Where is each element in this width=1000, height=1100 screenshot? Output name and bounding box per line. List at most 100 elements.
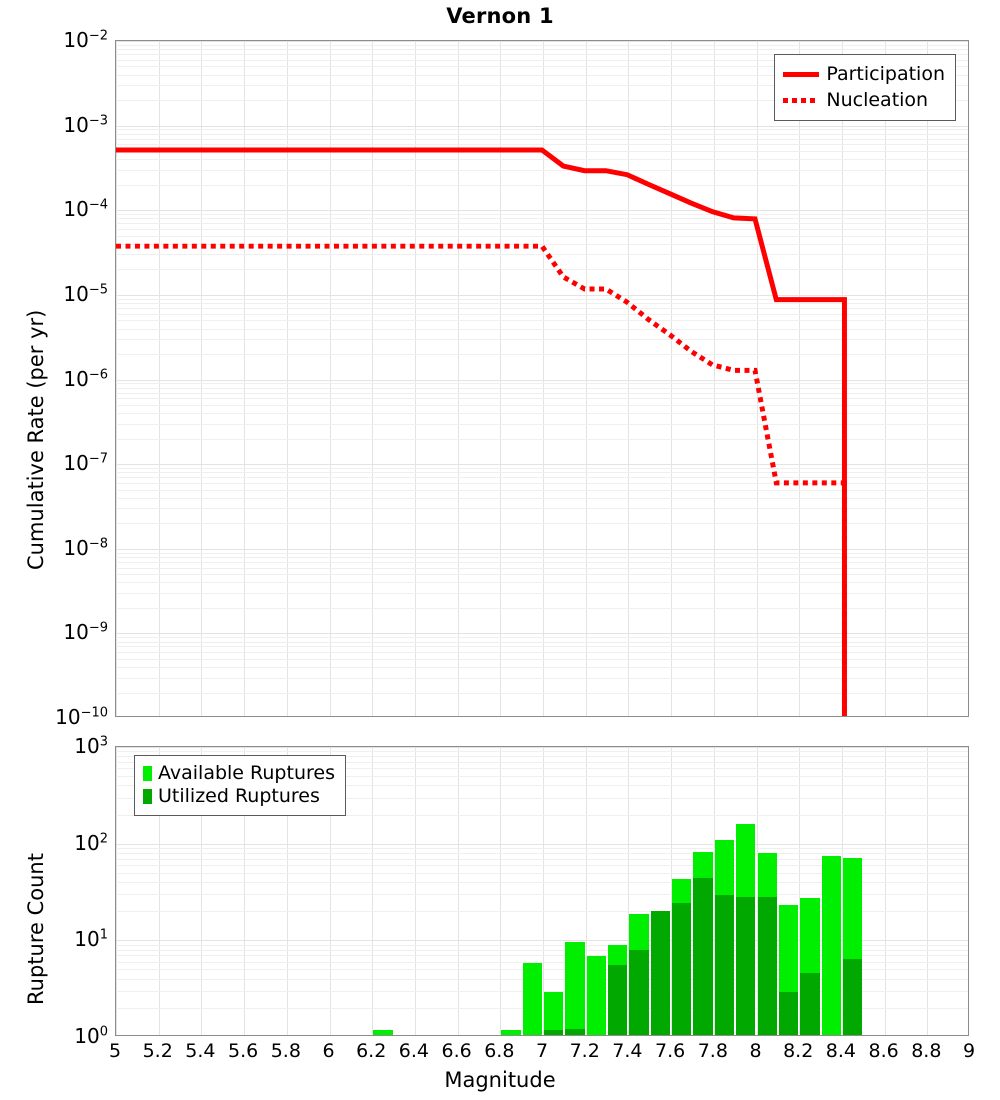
histogram-bar: [736, 747, 756, 1035]
gridline-vertical: [713, 747, 715, 1035]
rupture-count-plot: Available Ruptures Utilized Ruptures: [115, 746, 969, 1036]
gridline-minor: [116, 607, 968, 609]
curve-nucleation: [116, 243, 847, 716]
gridline-minor: [116, 667, 968, 669]
gridline-minor: [116, 574, 968, 576]
gridline-minor: [116, 74, 968, 76]
gridline-minor: [116, 955, 968, 957]
gridline-minor: [116, 894, 968, 896]
gridline-minor: [116, 865, 968, 867]
y-tick-label: 10−7: [63, 451, 108, 476]
bar-segment-utilized: [714, 895, 735, 1035]
gridline-minor: [116, 978, 968, 980]
x-tick-label: 8.2: [783, 1040, 814, 1062]
gridline-minor: [116, 320, 968, 322]
y-tick-label: 100: [74, 1024, 108, 1048]
gridline-major: [116, 41, 968, 42]
gridline-minor: [116, 756, 968, 758]
legend-label-nucleation: Nucleation: [826, 88, 929, 111]
histogram-bar: [373, 747, 393, 1035]
bar-segment-utilized: [757, 896, 777, 1035]
gridline-minor: [116, 489, 968, 491]
gridline-vertical: [286, 41, 288, 716]
gridline-vertical: [372, 747, 374, 1035]
gridline-major: [116, 747, 968, 748]
available-color-swatch-icon: [143, 766, 152, 781]
gridline-minor: [116, 858, 968, 860]
bottom-plot-legend: Available Ruptures Utilized Ruptures: [134, 755, 346, 816]
histogram-bar: [800, 747, 820, 1035]
gridline-minor: [116, 652, 968, 654]
gridline-minor: [116, 944, 968, 946]
y-tick-label: 10−2: [63, 28, 108, 52]
x-axis-title: Magnitude: [444, 1068, 556, 1092]
gridline-minor: [116, 307, 968, 309]
gridline-minor: [116, 768, 968, 770]
gridline-minor: [116, 637, 968, 639]
gridline-vertical: [671, 41, 673, 716]
gridline-vertical: [286, 747, 288, 1035]
gridline-vertical: [158, 747, 160, 1035]
x-tick-label: 7.2: [569, 1040, 600, 1062]
gridline-minor: [116, 552, 968, 554]
bar-segment-utilized: [778, 991, 799, 1035]
gridline-minor: [116, 398, 968, 400]
y-tick-label: 10−3: [63, 112, 108, 137]
gridline-minor: [116, 814, 968, 816]
gridline-vertical: [244, 41, 246, 716]
gridline-minor: [116, 229, 968, 231]
bar-segment-available: [821, 856, 841, 1035]
gridline-vertical: [628, 747, 630, 1035]
gridline-minor: [116, 303, 968, 305]
gridline-vertical: [585, 41, 587, 716]
y-tick-label: 10−6: [63, 366, 108, 391]
x-tick-label: 5.4: [185, 1040, 216, 1062]
gridline-vertical: [201, 747, 203, 1035]
gridline-minor: [116, 392, 968, 394]
bar-segment-available: [586, 956, 607, 1035]
histogram-bar: [522, 747, 542, 1035]
gridline-vertical: [116, 747, 117, 1035]
gridline-minor: [116, 853, 968, 855]
gridline-vertical: [158, 41, 160, 716]
gridline-minor: [116, 776, 968, 778]
gridline-vertical: [884, 747, 886, 1035]
gridline-minor: [116, 133, 968, 135]
x-tick-label: 9: [962, 1040, 976, 1062]
gridline-minor: [116, 313, 968, 315]
x-tick-label: 7.4: [612, 1040, 643, 1062]
bar-segment-utilized: [608, 965, 628, 1035]
gridline-minor: [116, 387, 968, 389]
legend-item-nucleation: Nucleation: [783, 87, 945, 113]
x-tick-label: 8.6: [868, 1040, 899, 1062]
x-tick-label: 6.2: [356, 1040, 387, 1062]
gridline-minor: [116, 949, 968, 951]
x-tick-label: 7.6: [654, 1040, 686, 1062]
gridline-minor: [116, 561, 968, 563]
y-tick-label: 103: [74, 734, 108, 758]
x-tick-label: 6.4: [398, 1040, 429, 1062]
gridline-minor: [116, 677, 968, 679]
gridline-minor: [116, 218, 968, 220]
gridline-minor: [116, 848, 968, 850]
x-tick-label: 8.4: [825, 1040, 856, 1062]
x-tick-label: 5.2: [142, 1040, 173, 1062]
legend-label-utilized-ruptures: Utilized Ruptures: [158, 785, 320, 807]
gridline-vertical: [628, 41, 630, 716]
x-tick-label: 5: [108, 1040, 122, 1062]
histogram-bar: [778, 747, 799, 1035]
bar-segment-utilized: [629, 950, 649, 1035]
gridline-vertical: [457, 747, 459, 1035]
y-tick-label: 102: [74, 830, 108, 855]
bar-segment-utilized: [842, 959, 863, 1035]
bar-segment-available: [522, 963, 542, 1035]
gridline-minor: [116, 911, 968, 913]
cumulative-rate-plot: Participation Nucleation: [115, 40, 969, 717]
gridline-vertical: [585, 747, 587, 1035]
gridline-minor: [116, 159, 968, 161]
x-tick-label: 5.8: [270, 1040, 301, 1062]
gridline-vertical: [457, 41, 459, 716]
x-tick-label: 6: [322, 1040, 335, 1062]
gridline-minor: [116, 49, 968, 51]
gridline-minor: [116, 523, 968, 525]
